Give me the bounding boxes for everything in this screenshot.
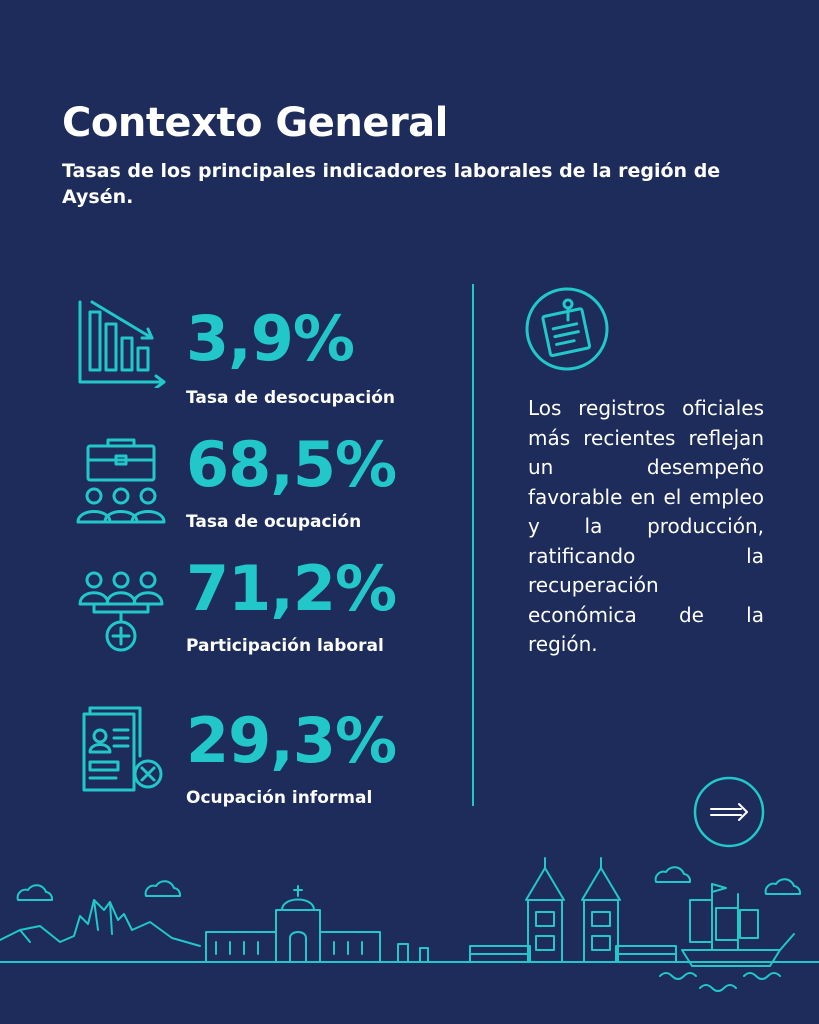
page-title: Contexto General [62,100,448,146]
stat-informal: 29,3% Ocupación informal [76,704,436,814]
pinned-note-icon [525,287,609,371]
document-reject-icon [82,706,163,792]
description-text: Los registros oficiales más recientes re… [528,396,764,656]
stat-label: Ocupación informal [186,788,373,808]
cloud-icon [16,884,54,901]
vertical-divider [472,284,474,806]
cloud-icon [654,866,692,883]
stat-label: Tasa de desocupación [186,388,396,408]
stat-employment: 68,5% Tasa de ocupación [76,428,436,534]
cloud-icon [764,878,802,895]
arrow-right-icon [710,803,748,821]
city-skyline-illustration [0,857,819,992]
stat-label: Participación laboral [186,636,384,656]
next-button[interactable] [693,776,765,848]
stat-participation: 71,2% Participación laboral [76,556,436,660]
stat-value: 71,2% [186,552,397,625]
stat-value: 29,3% [186,704,397,777]
stat-value: 68,5% [186,428,397,501]
briefcase-people-icon [76,438,166,524]
stat-value: 3,9% [186,302,355,375]
people-add-icon [78,571,164,652]
page-subtitle: Tasas de los principales indicadores lab… [62,160,721,208]
declining-bar-chart-icon [78,300,166,388]
stat-label: Tasa de ocupación [186,512,362,532]
stat-unemployment: 3,9% Tasa de desocupación [76,298,436,410]
cloud-icon [144,880,182,897]
